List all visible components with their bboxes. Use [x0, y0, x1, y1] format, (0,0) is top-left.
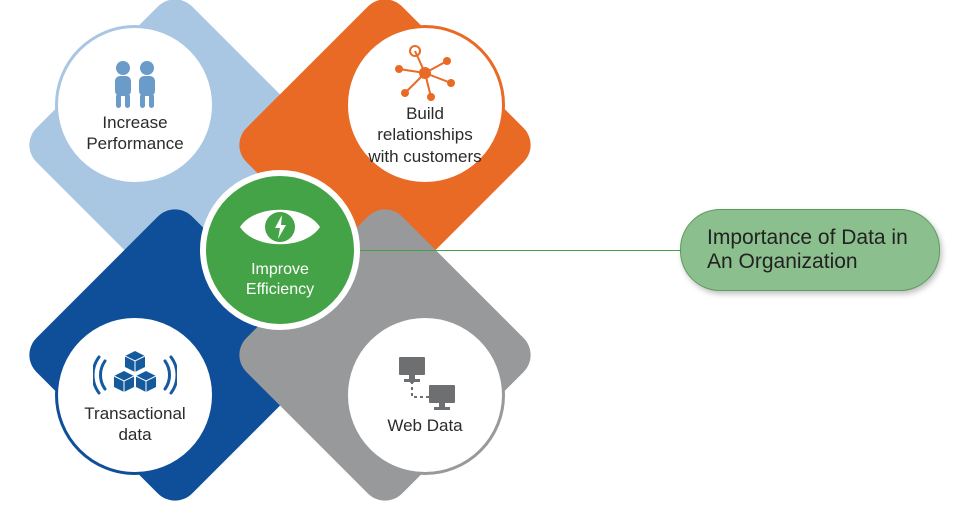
circle-bot-left-label: Transactionaldata [84, 403, 185, 446]
circle-center: ImproveEfficiency [200, 170, 360, 330]
circle-bot-right: Web Data [345, 315, 505, 475]
title-badge-text: Importance of Data in An Organization [707, 226, 913, 274]
circle-top-left: IncreasePerformance [55, 25, 215, 185]
cubes-icon [93, 345, 177, 403]
computers-icon [385, 353, 465, 415]
connector-line [358, 250, 680, 251]
circle-center-label: ImproveEfficiency [246, 260, 314, 300]
people-icon [103, 56, 167, 112]
circle-bot-right-label: Web Data [387, 415, 462, 436]
eye-bolt-icon [235, 200, 325, 254]
title-badge: Importance of Data in An Organization [680, 209, 940, 291]
network-icon [391, 43, 459, 103]
circle-top-right-label: Build relationshipswith customers [358, 103, 492, 167]
circle-top-right: Build relationshipswith customers [345, 25, 505, 185]
circle-top-left-label: IncreasePerformance [86, 112, 183, 155]
diagram-stage: IncreasePerformance Build relationshipsw… [0, 0, 970, 500]
circle-bot-left: Transactionaldata [55, 315, 215, 475]
